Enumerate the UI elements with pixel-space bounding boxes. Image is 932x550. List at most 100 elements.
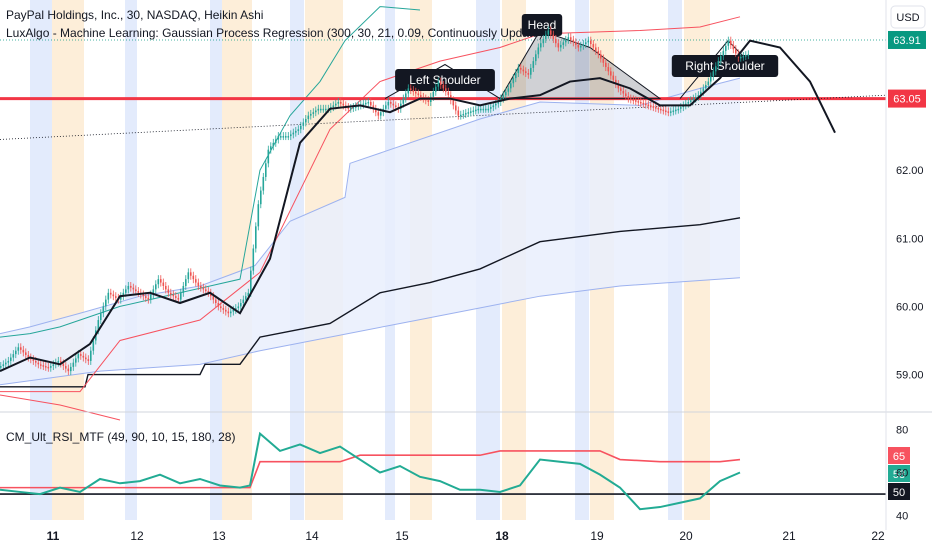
candle-body bbox=[417, 93, 420, 96]
candle-body bbox=[152, 289, 155, 295]
candle-body bbox=[110, 292, 112, 295]
session-band bbox=[222, 0, 252, 520]
candle-body bbox=[372, 105, 375, 109]
symbol-line[interactable]: PayPal Holdings, Inc., 30, NASDAQ, Heiki… bbox=[6, 8, 263, 22]
candle-body bbox=[515, 73, 517, 79]
candle-body bbox=[190, 272, 192, 276]
candle-body bbox=[317, 108, 320, 111]
candle-body bbox=[275, 139, 277, 143]
rsi-title[interactable]: CM_Ult_RSI_MTF (49, 90, 10, 15, 180, 28) bbox=[6, 430, 235, 444]
candle-body bbox=[555, 38, 557, 44]
candle-body bbox=[607, 67, 610, 72]
candle-body bbox=[597, 50, 600, 55]
candle-body bbox=[560, 44, 562, 48]
rsi-badge-text: 50 bbox=[893, 487, 905, 499]
candle-body bbox=[587, 40, 590, 43]
x-tick-label: 13 bbox=[212, 529, 226, 543]
candle-body bbox=[727, 40, 730, 46]
candle-body bbox=[655, 107, 657, 109]
candle-body bbox=[680, 107, 682, 109]
candle-body bbox=[277, 136, 280, 140]
candle-body bbox=[527, 73, 530, 75]
candle-body bbox=[280, 136, 282, 138]
candle-body bbox=[502, 95, 505, 99]
candle-body bbox=[437, 81, 440, 87]
candle-body bbox=[60, 360, 62, 364]
candle-body bbox=[235, 308, 237, 310]
session-band bbox=[30, 0, 52, 520]
candle-body bbox=[270, 146, 272, 150]
candle-body bbox=[605, 62, 607, 68]
candle-body bbox=[510, 83, 512, 89]
candle-body bbox=[690, 100, 692, 102]
candle-body bbox=[702, 88, 705, 92]
price-tag-box bbox=[888, 89, 926, 108]
candle-body bbox=[487, 108, 490, 111]
candle-body bbox=[582, 44, 585, 46]
candle-body bbox=[590, 40, 592, 45]
x-tick-label: 20 bbox=[679, 529, 693, 543]
candle-body bbox=[447, 91, 450, 96]
candle-body bbox=[290, 134, 292, 137]
candle-body bbox=[137, 291, 140, 293]
candle-body bbox=[462, 113, 465, 116]
candle-body bbox=[450, 95, 452, 101]
candle-body bbox=[42, 365, 45, 367]
candle-body bbox=[257, 204, 260, 227]
candle-body bbox=[287, 136, 290, 138]
candle-body bbox=[45, 366, 47, 368]
candle-body bbox=[0, 366, 2, 368]
candle-body bbox=[715, 66, 717, 72]
candle-body bbox=[142, 294, 145, 297]
candle-body bbox=[675, 109, 677, 112]
currency-button[interactable]: USD bbox=[890, 5, 926, 29]
candle-body bbox=[7, 360, 10, 363]
candle-body bbox=[595, 47, 597, 51]
indicator-line[interactable]: LuxAlgo - Machine Learning: Gaussian Pro… bbox=[6, 26, 543, 40]
candle-body bbox=[677, 108, 680, 111]
price-tag: 63.91 bbox=[888, 30, 926, 49]
candle-body bbox=[250, 270, 252, 293]
band-upper-line bbox=[0, 77, 741, 335]
candle-body bbox=[80, 354, 82, 356]
candle-body bbox=[567, 37, 570, 40]
candle-body bbox=[575, 42, 577, 45]
candle-body bbox=[355, 106, 357, 108]
candle-body bbox=[535, 54, 537, 62]
candle-body bbox=[332, 105, 335, 108]
candle-body bbox=[395, 105, 397, 108]
candle-body bbox=[592, 44, 595, 48]
rsi-badge-box bbox=[888, 447, 910, 464]
pattern-label: Right Shoulder bbox=[671, 55, 779, 77]
candle-body bbox=[577, 44, 580, 48]
candle-body bbox=[547, 30, 550, 35]
candle-body bbox=[475, 109, 477, 112]
candle-body bbox=[695, 96, 697, 99]
candle-body bbox=[255, 226, 257, 249]
candle-body bbox=[550, 30, 552, 35]
candle-body bbox=[5, 362, 7, 365]
price-tag: 63.05 bbox=[888, 89, 926, 108]
candle-body bbox=[390, 101, 392, 104]
candle-body bbox=[297, 129, 300, 131]
candle-body bbox=[342, 103, 345, 106]
candle-body bbox=[325, 108, 327, 111]
candle-body bbox=[215, 299, 217, 304]
candle-body bbox=[155, 284, 157, 290]
candle-body bbox=[710, 76, 712, 82]
candle-body bbox=[465, 113, 467, 115]
candle-body bbox=[112, 294, 115, 297]
candle-body bbox=[482, 108, 485, 111]
candle-body bbox=[315, 110, 317, 113]
candle-body bbox=[457, 110, 460, 116]
candle-body bbox=[480, 108, 482, 111]
candle-body bbox=[62, 363, 65, 367]
channel-red-line bbox=[0, 16, 741, 393]
candle-body bbox=[197, 282, 200, 286]
candle-body bbox=[212, 296, 215, 300]
candle-body bbox=[662, 109, 665, 112]
band-mid-line bbox=[0, 217, 741, 388]
